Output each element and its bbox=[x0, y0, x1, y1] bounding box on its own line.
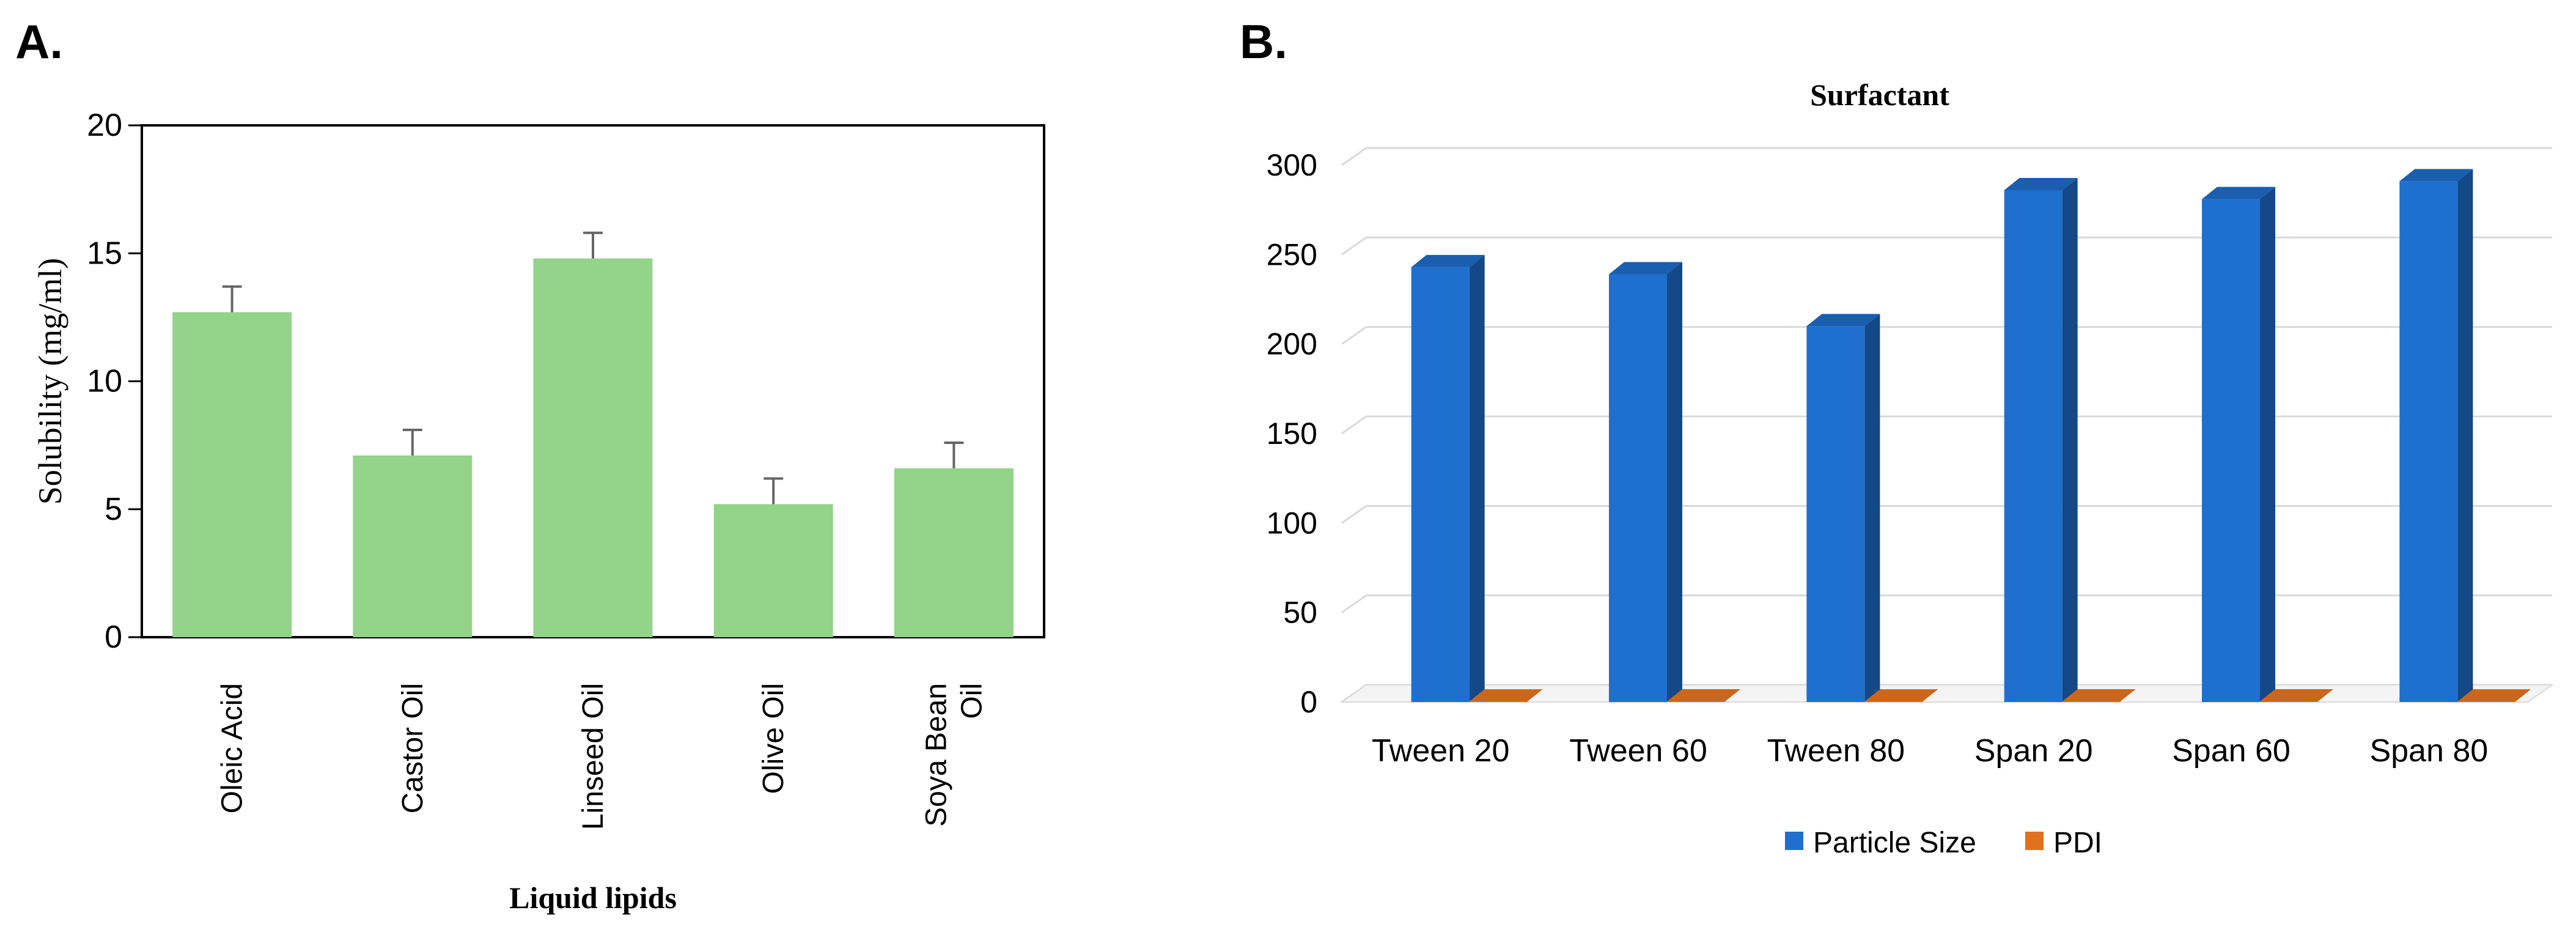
bar bbox=[713, 504, 833, 637]
y-tick-label: 200 bbox=[1267, 327, 1317, 361]
bar-particle-size-top bbox=[1806, 314, 1880, 327]
y-axis-title: Solubility (mg/ml) bbox=[32, 258, 68, 505]
bar-particle-size-top bbox=[1411, 254, 1485, 267]
bar-particle-size-side bbox=[2457, 169, 2473, 703]
bar-pdi-top bbox=[2062, 689, 2136, 702]
bar-particle-size-top bbox=[2202, 187, 2275, 199]
gridline-depth bbox=[1341, 147, 1367, 166]
x-axis-title: Liquid lipids bbox=[509, 881, 677, 915]
chart-b-surfactant: Surfactant 0 50 100 150 200 250 300 Tween 20 Twee… bbox=[1267, 78, 2555, 859]
x-tick-label: Soya Bean Oil bbox=[920, 683, 988, 827]
panel-b-label: B. bbox=[1240, 15, 1287, 68]
bar-pdi-top bbox=[2457, 689, 2531, 702]
x-tick-label: Tween 80 bbox=[1767, 733, 1905, 769]
gridline-depth bbox=[1341, 415, 1367, 435]
bar-pdi bbox=[2457, 701, 2516, 703]
bar-pdi-top bbox=[1864, 689, 1938, 702]
bar-particle-size-side bbox=[2062, 177, 2078, 702]
bar-particle-size bbox=[1806, 326, 1865, 702]
y-tick-label: 300 bbox=[1267, 148, 1317, 182]
x-tick-label-line: Olive Oil bbox=[757, 683, 790, 794]
bar-particle-size bbox=[2399, 181, 2458, 703]
bar-pdi-top bbox=[1667, 689, 1740, 701]
bar-pdi bbox=[1469, 701, 1528, 703]
bar-particle-size bbox=[1609, 274, 1667, 702]
x-tick-label-line: Soya Bean bbox=[920, 683, 952, 827]
x-tick-label: Span 80 bbox=[2369, 733, 2488, 769]
bar bbox=[172, 312, 292, 637]
x-tick-label: Oleic Acid bbox=[216, 683, 249, 813]
legend-label: Particle Size bbox=[1813, 827, 1976, 859]
x-tick-label: Span 60 bbox=[2172, 733, 2291, 769]
bar-particle-size-top bbox=[2399, 169, 2473, 182]
legend-label: PDI bbox=[2053, 827, 2102, 859]
bar-pdi bbox=[2062, 701, 2121, 703]
x-tick-label: Olive Oil bbox=[757, 683, 790, 794]
bar-pdi-top bbox=[1469, 689, 1543, 702]
bar-particle-size bbox=[2004, 190, 2063, 702]
x-tick-label: Tween 60 bbox=[1569, 733, 1707, 769]
bar-particle-size bbox=[1411, 267, 1470, 702]
x-tick-label-line: Oleic Acid bbox=[216, 683, 249, 813]
y-tick-label: 50 bbox=[1283, 596, 1317, 630]
chart-a-solubility: 0 5 10 15 20 Oleic Acid Castor Oil Linseed Oil O… bbox=[32, 108, 1045, 915]
y-tick-label: 10 bbox=[87, 364, 122, 399]
bar-particle-size-side bbox=[1667, 262, 1682, 702]
gridline-depth bbox=[1341, 594, 1367, 613]
y-tick-label: 250 bbox=[1267, 237, 1317, 272]
bar-pdi bbox=[2260, 701, 2318, 702]
bar-particle-size-side bbox=[1469, 254, 1485, 702]
legend-swatch bbox=[1785, 832, 1803, 850]
x-tick-label-line: Oil bbox=[955, 683, 988, 719]
gridline-depth bbox=[1341, 237, 1367, 256]
x-tick-label: Tween 20 bbox=[1372, 733, 1510, 769]
y-tick-label: 0 bbox=[105, 619, 122, 655]
gridline-depth bbox=[1341, 505, 1367, 524]
y-tick-label: 150 bbox=[1267, 416, 1317, 451]
bar bbox=[894, 468, 1014, 637]
bar bbox=[353, 455, 473, 637]
y-tick-label: 0 bbox=[1300, 685, 1317, 719]
x-tick-label: Linseed Oil bbox=[577, 683, 609, 830]
x-tick-label-line: Castor Oil bbox=[397, 683, 429, 813]
y-tick-label: 100 bbox=[1267, 506, 1317, 540]
x-tick-label: Span 20 bbox=[1974, 733, 2093, 769]
y-tick-label: 5 bbox=[105, 492, 122, 527]
bar bbox=[533, 258, 653, 637]
bar-particle-size-side bbox=[1864, 314, 1880, 702]
panel-a-label: A. bbox=[15, 15, 63, 68]
bar-particle-size-top bbox=[2004, 177, 2078, 190]
bar-particle-size bbox=[2202, 199, 2260, 702]
chart-title: Surfactant bbox=[1810, 78, 1949, 112]
bar-pdi bbox=[1667, 701, 1725, 702]
x-tick-label-line: Linseed Oil bbox=[577, 683, 609, 830]
bar-pdi-top bbox=[2260, 689, 2333, 701]
gridline-depth bbox=[1341, 326, 1367, 345]
bar-pdi bbox=[1864, 701, 1923, 703]
y-tick-label: 20 bbox=[87, 108, 122, 143]
bar-particle-size-top bbox=[1609, 262, 1682, 275]
bar-particle-size-side bbox=[2260, 187, 2275, 702]
x-tick-label: Castor Oil bbox=[397, 683, 429, 813]
legend-swatch bbox=[2025, 832, 2044, 850]
y-tick-label: 15 bbox=[87, 235, 122, 271]
